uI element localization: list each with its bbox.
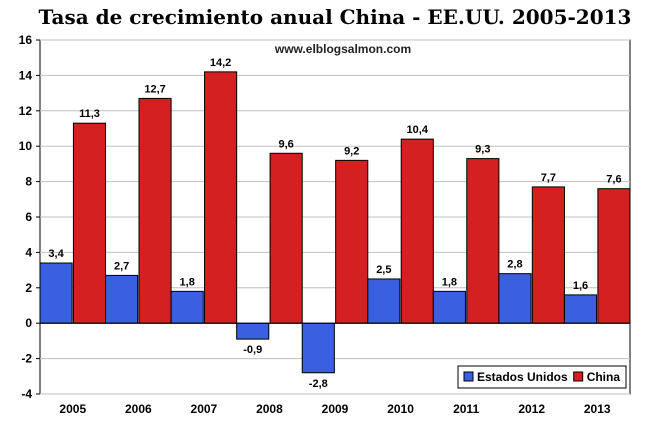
data-label: 14,2 — [210, 57, 231, 69]
data-label: 9,3 — [475, 144, 490, 156]
legend-swatch — [573, 371, 584, 382]
y-tick-label: 8 — [25, 175, 32, 189]
data-label: 1,8 — [442, 276, 457, 288]
bar-estados-unidos-2005 — [39, 262, 73, 324]
x-tick-label: 2005 — [59, 402, 86, 416]
legend-label: China — [587, 370, 621, 384]
bar-estados-unidos-2010 — [367, 278, 401, 324]
y-tick-label: 10 — [19, 139, 33, 153]
y-tick-label: -4 — [21, 387, 32, 401]
x-tick-label: 2006 — [125, 402, 152, 416]
y-tick-label: 16 — [19, 33, 33, 47]
x-tick-label: 2012 — [518, 402, 545, 416]
watermark-text: www.elblogsalmon.com — [274, 42, 411, 56]
bar-estados-unidos-2011 — [432, 290, 466, 324]
y-tick-label: 0 — [25, 316, 32, 330]
legend: Estados Unidos China — [457, 365, 627, 389]
data-label: 9,2 — [344, 145, 359, 157]
bar-estados-unidos-2006 — [105, 274, 139, 324]
data-label: 10,4 — [407, 124, 429, 136]
x-tick-label: 2008 — [256, 402, 283, 416]
bar-china-2010 — [400, 138, 434, 324]
x-tick-label: 2009 — [322, 402, 349, 416]
data-label: -2,8 — [309, 378, 328, 390]
bar-china-2005 — [72, 122, 107, 324]
data-label: 2,8 — [507, 259, 522, 271]
y-tick-label: 2 — [25, 281, 32, 295]
data-label: 2,5 — [376, 264, 391, 276]
bar-estados-unidos-2008 — [236, 322, 270, 340]
y-tick-label: 6 — [25, 210, 32, 224]
y-tick-label: 14 — [19, 68, 33, 82]
bar-china-2009 — [335, 159, 369, 324]
y-tick-label: -2 — [21, 352, 32, 366]
data-label: 12,7 — [144, 83, 165, 95]
data-label: 3,4 — [48, 248, 64, 260]
chart-title: Tasa de crecimiento anual China - EE.UU.… — [39, 5, 632, 29]
x-tick-label: 2010 — [387, 402, 414, 416]
bar-estados-unidos-2013 — [563, 294, 598, 324]
x-tick-label: 2007 — [191, 402, 218, 416]
x-tick-label: 2011 — [453, 402, 479, 416]
bar-china-2007 — [204, 71, 238, 324]
legend-box — [457, 365, 627, 389]
data-label: 7,7 — [541, 172, 556, 184]
x-tick-label: 2013 — [584, 402, 611, 416]
y-tick-label: 4 — [25, 245, 32, 259]
data-label: -0,9 — [243, 344, 262, 356]
bar-china-2012 — [531, 186, 565, 324]
bar-china-2011 — [466, 158, 500, 324]
bar-estados-unidos-2007 — [170, 290, 204, 324]
bar-estados-unidos-2009 — [301, 322, 335, 374]
legend-label: Estados Unidos — [477, 370, 568, 384]
y-tick-label: 12 — [19, 104, 33, 118]
bar-estados-unidos-2012 — [498, 273, 532, 324]
data-label: 2,7 — [114, 260, 129, 272]
data-label: 1,8 — [180, 276, 195, 288]
bar-china-2008 — [269, 152, 303, 324]
data-label: 9,6 — [279, 138, 294, 150]
data-label: 11,3 — [79, 108, 100, 120]
data-label: 7,6 — [606, 174, 621, 186]
legend-swatch — [463, 371, 474, 382]
plot-area: -4 -2 0 2 4 6 8 10 12 14 16 3,4 11,3 2005 2,7 12,7 2006 1… — [19, 33, 631, 416]
bar-china-2013 — [597, 188, 631, 324]
data-label: 1,6 — [573, 280, 588, 292]
bar-china-2006 — [138, 97, 172, 324]
